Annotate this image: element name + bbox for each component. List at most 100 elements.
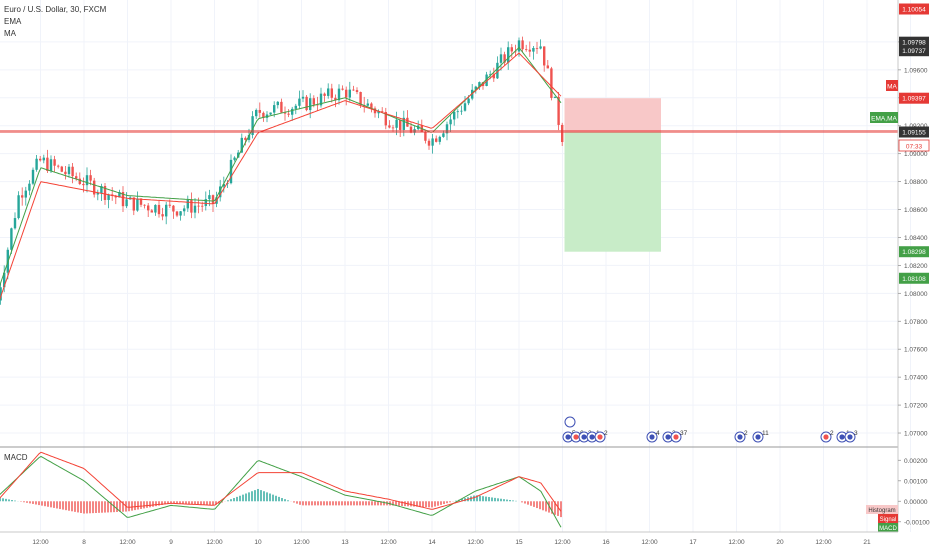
candle-body [298, 98, 301, 106]
candle-body [546, 65, 549, 69]
price-tick-label: 1.09000 [904, 151, 928, 158]
candle-body [435, 138, 438, 142]
candle-body [143, 204, 146, 206]
candle-body [39, 158, 42, 161]
event-dot [597, 434, 603, 440]
take-profit-zone[interactable] [564, 132, 662, 252]
time-tick-label: 10 [254, 539, 262, 546]
candle-body [431, 138, 434, 146]
candle-body [323, 93, 326, 96]
event-count: 3 [854, 430, 858, 437]
candle-body [118, 192, 121, 198]
candle-body [255, 109, 258, 117]
price-badge [899, 45, 929, 57]
ma-line [0, 52, 562, 301]
price-tick-label: 1.07000 [904, 431, 928, 438]
indicator-ema-label[interactable]: EMA [4, 17, 22, 26]
price-badge [899, 272, 929, 284]
price-tick-label: 1.08000 [904, 291, 928, 298]
price-badge-label: 1.09737 [902, 48, 926, 55]
price-badge-label: 1.08108 [902, 276, 926, 283]
candle-body [100, 185, 103, 194]
price-badge [899, 126, 929, 138]
candle-body [154, 204, 157, 213]
candle-body [395, 119, 398, 128]
candle-body [330, 88, 333, 98]
candle-body [366, 103, 369, 106]
event-dot [737, 434, 743, 440]
candle-body [82, 183, 85, 186]
time-tick-label: 16 [602, 539, 610, 546]
candle-body [514, 51, 517, 53]
candle-body [186, 200, 189, 209]
price-badge-label: 1.09155 [902, 130, 926, 137]
candle-body [370, 103, 373, 109]
candle-body [136, 198, 139, 211]
macd-tick-label: 0.00200 [904, 458, 928, 465]
candle-body [21, 195, 24, 198]
candle-body [438, 136, 441, 142]
time-tick-label: 21 [863, 539, 871, 546]
candle-body [96, 193, 99, 195]
candle-body [474, 86, 477, 90]
candle-body [237, 152, 240, 158]
price-tick-label: 1.08200 [904, 263, 928, 270]
macd-axis[interactable]: 0.00200 0.00100 0.00000 -0.00100 [898, 458, 930, 526]
candle-body [521, 40, 524, 50]
candle-body [309, 98, 312, 111]
candle-body [183, 208, 186, 212]
candle-body [283, 112, 287, 114]
candle-body [442, 133, 445, 137]
macd-title[interactable]: MACD [4, 453, 28, 462]
candle-body [168, 204, 171, 206]
candle-body [550, 68, 553, 98]
histogram-label: Histogram [868, 508, 895, 514]
ma-label-bg [886, 80, 898, 91]
macd-tick-label: 0.00000 [904, 499, 928, 506]
candle-body [456, 111, 459, 113]
candle-body [60, 166, 63, 172]
candle-body [75, 176, 78, 179]
event-dot [847, 434, 853, 440]
candle-body [31, 169, 35, 184]
candle-body [103, 185, 107, 200]
candle-body [489, 74, 492, 76]
candle-body [125, 199, 128, 207]
event-flag-icon[interactable] [564, 416, 576, 428]
candle-body [150, 210, 153, 213]
candle-body [337, 88, 341, 101]
candle-body [35, 158, 38, 170]
time-tick-label: 12:00 [815, 539, 832, 546]
time-axis[interactable]: 12:00 8 12:00 9 12:00 10 12:00 13 12:00 14 12:00 15… [32, 539, 871, 546]
price-badge-label: 1.09798 [902, 40, 926, 47]
symbol-title[interactable]: Euro / U.S. Dollar, 30, FXCM [4, 5, 107, 14]
indicator-ma-label[interactable]: MA [4, 29, 17, 38]
price-tick-label: 1.08600 [904, 207, 928, 214]
candle-body [93, 180, 96, 195]
countdown-text: 07:33 [906, 144, 923, 151]
time-tick-label: 14 [428, 539, 436, 546]
time-tick-label: 12:00 [641, 539, 658, 546]
economic-events[interactable]: 563124237211213 [562, 416, 858, 443]
histogram-badge [866, 505, 898, 514]
candle-body [287, 113, 290, 115]
price-badge [899, 92, 929, 104]
event-dot [665, 434, 671, 440]
candle-body [24, 190, 27, 198]
time-tick-label: 12:00 [554, 539, 571, 546]
stop-loss-zone[interactable] [564, 98, 662, 133]
candle-body [352, 89, 355, 91]
candle-body [71, 166, 74, 177]
candle-body [42, 157, 45, 161]
candle-body [17, 195, 20, 219]
candle-body [190, 200, 193, 213]
candle-body [327, 88, 330, 96]
countdown-badge [898, 139, 930, 152]
candle-body [262, 112, 265, 118]
signal-label: Signal [880, 517, 897, 523]
macd-line [0, 455, 562, 528]
time-tick-label: 12:00 [119, 539, 136, 546]
candle-body [355, 90, 359, 92]
candle-body [510, 47, 513, 52]
